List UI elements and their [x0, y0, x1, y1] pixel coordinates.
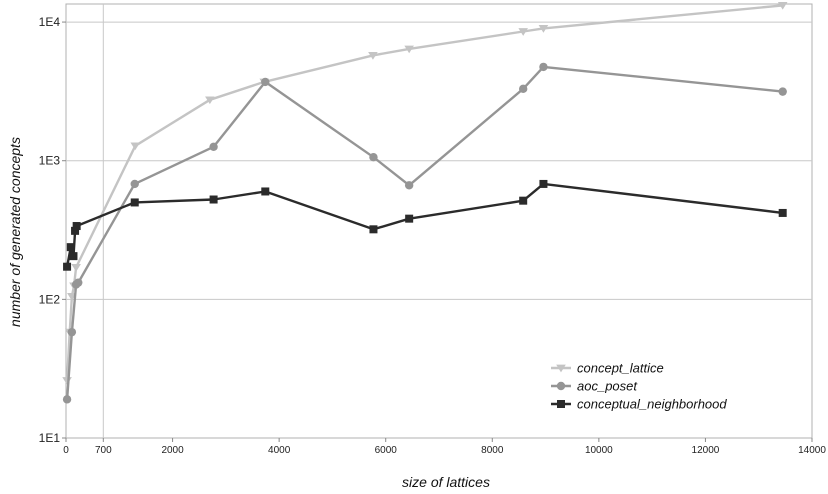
data-point [62, 395, 72, 404]
y-axis-ticks: 1E1 1E2 1E3 1E4 [39, 15, 66, 445]
x-tick-label: 700 [95, 445, 112, 456]
data-point [778, 208, 787, 217]
data-point [518, 84, 528, 94]
data-point [63, 262, 72, 271]
data-point [74, 278, 83, 287]
series-group [62, 1, 788, 404]
data-point [72, 222, 81, 231]
legend-label: aoc_poset [577, 379, 638, 394]
y-axis-label: number of generated concepts [7, 137, 23, 327]
x-axis-ticks: 0 700 2000 4000 6000 8000 10000 12000 14000 [63, 438, 826, 456]
series-conceptual-neighborhood [63, 179, 787, 271]
x-axis-label: size of lattices [402, 474, 490, 490]
plot-area [65, 3, 813, 439]
legend-swatch-marker [556, 364, 566, 373]
legend-swatch-marker [557, 400, 565, 408]
x-tick-label: 10000 [585, 445, 613, 456]
data-point [66, 243, 75, 252]
legend-label: concept_lattice [577, 361, 664, 376]
data-point [209, 195, 218, 204]
data-point [518, 28, 528, 36]
y-tick-label: 1E3 [39, 154, 61, 168]
data-point [538, 25, 549, 33]
data-point [404, 181, 414, 190]
data-point [71, 264, 81, 272]
data-point [130, 142, 141, 151]
data-point [778, 87, 787, 96]
legend-swatch-marker [556, 381, 566, 391]
data-point [67, 327, 77, 337]
data-point [130, 179, 139, 189]
data-point [369, 225, 378, 234]
y-tick-label: 1E4 [39, 15, 61, 29]
y-tick-label: 1E1 [39, 431, 61, 445]
x-tick-label: 14000 [798, 445, 826, 456]
x-tick-label: 12000 [692, 445, 720, 456]
x-tick-label: 8000 [481, 445, 504, 456]
data-point [71, 226, 80, 235]
data-point [369, 153, 378, 162]
data-point [519, 196, 528, 205]
data-point [404, 45, 414, 54]
legend-item: aoc_poset [551, 379, 638, 394]
data-point [405, 214, 414, 223]
data-point [130, 198, 139, 207]
legend: concept_lattice aoc_poset conceptual_neigh… [551, 361, 727, 412]
x-tick-label: 4000 [268, 445, 291, 456]
data-point [69, 252, 78, 261]
x-tick-label: 2000 [161, 445, 184, 456]
data-point [261, 187, 270, 196]
data-point [777, 1, 788, 10]
data-point [205, 96, 215, 105]
data-point [261, 77, 270, 87]
x-tick-label: 6000 [375, 445, 398, 456]
legend-label: conceptual_neighborhood [577, 397, 727, 412]
x-tick-label: 0 [63, 445, 69, 456]
series-aoc-poset [62, 62, 787, 404]
y-tick-label: 1E2 [39, 292, 61, 306]
data-point [368, 52, 378, 60]
legend-item: conceptual_neighborhood [551, 397, 727, 412]
data-point [539, 179, 548, 188]
legend-item: concept_lattice [551, 361, 664, 376]
data-point [209, 142, 218, 151]
data-point [539, 62, 548, 72]
series-line [65, 65, 783, 400]
